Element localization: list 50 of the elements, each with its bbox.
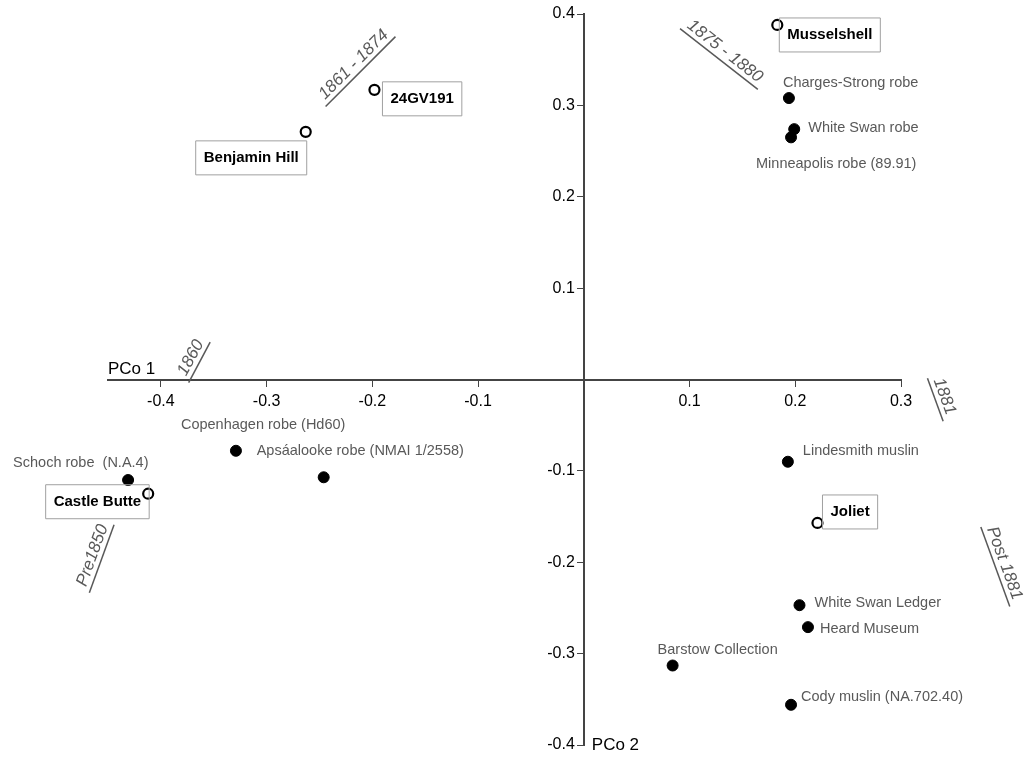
annotation: Copenhagen robe (Hd60) — [180, 415, 346, 432]
y-tick-label: -0.1 — [547, 461, 575, 479]
y-tick-label: -0.4 — [547, 735, 575, 753]
x-tick-label: -0.4 — [147, 391, 175, 409]
point — [229, 444, 242, 457]
annotation: Schoch robe (N.A.4) — [13, 454, 149, 471]
annotation: 24GV191 — [390, 88, 454, 106]
annotation: Apsáalooke robe (NMAI 1/2558) — [256, 442, 464, 459]
annotation: Castle Butte — [53, 491, 142, 509]
point — [368, 83, 381, 96]
point — [122, 474, 135, 487]
y-tick-label: 0.4 — [552, 4, 575, 22]
annotation: 1860 — [172, 335, 208, 379]
point — [782, 92, 795, 105]
annotation: Musselshell — [787, 25, 873, 43]
x-tick-label: 0.3 — [889, 391, 913, 409]
annotation: Barstow Collection — [657, 640, 778, 657]
y-tick-label: -0.3 — [547, 644, 575, 662]
x-tick-label: -0.1 — [464, 391, 492, 409]
y-axis-title: PCo 2 — [591, 734, 640, 754]
annotation: Cody muslin (NA.702.40) — [801, 687, 964, 704]
annotation: Lindesmith muslin — [802, 441, 919, 458]
y-tick-label: -0.2 — [547, 552, 575, 570]
point — [785, 698, 798, 711]
annotation: White Swan robe — [808, 119, 919, 136]
y-tick-label: 0.3 — [552, 95, 575, 113]
x-tick-label: 0.2 — [784, 391, 807, 409]
annotation: 1875 - 1880 — [683, 15, 768, 87]
x-tick-label: -0.3 — [252, 391, 281, 409]
text: Post 1881 — [983, 523, 1028, 603]
point — [317, 471, 330, 484]
annotation: Heard Museum — [819, 620, 920, 637]
annotation: White Swan Ledger — [814, 594, 942, 611]
point — [793, 599, 806, 612]
point — [811, 516, 824, 530]
point — [781, 455, 794, 468]
point — [785, 131, 798, 144]
y-tick-label: 0.2 — [552, 187, 575, 205]
point — [666, 659, 679, 672]
x-tick-label: -0.2 — [358, 391, 387, 409]
point — [801, 621, 814, 634]
text: 1881 — [929, 375, 961, 418]
x-tick-label: 0.1 — [678, 391, 701, 409]
annotation: Charges-Strong robe — [782, 74, 919, 91]
annotation: Benjamin Hill — [203, 148, 299, 166]
annotation: Minneapolis robe (89.91) — [756, 155, 917, 172]
annotation: Joliet — [830, 502, 870, 520]
x-axis-title: PCo 1 — [108, 358, 156, 378]
point — [299, 125, 312, 138]
y-tick-label: 0.1 — [552, 278, 575, 296]
